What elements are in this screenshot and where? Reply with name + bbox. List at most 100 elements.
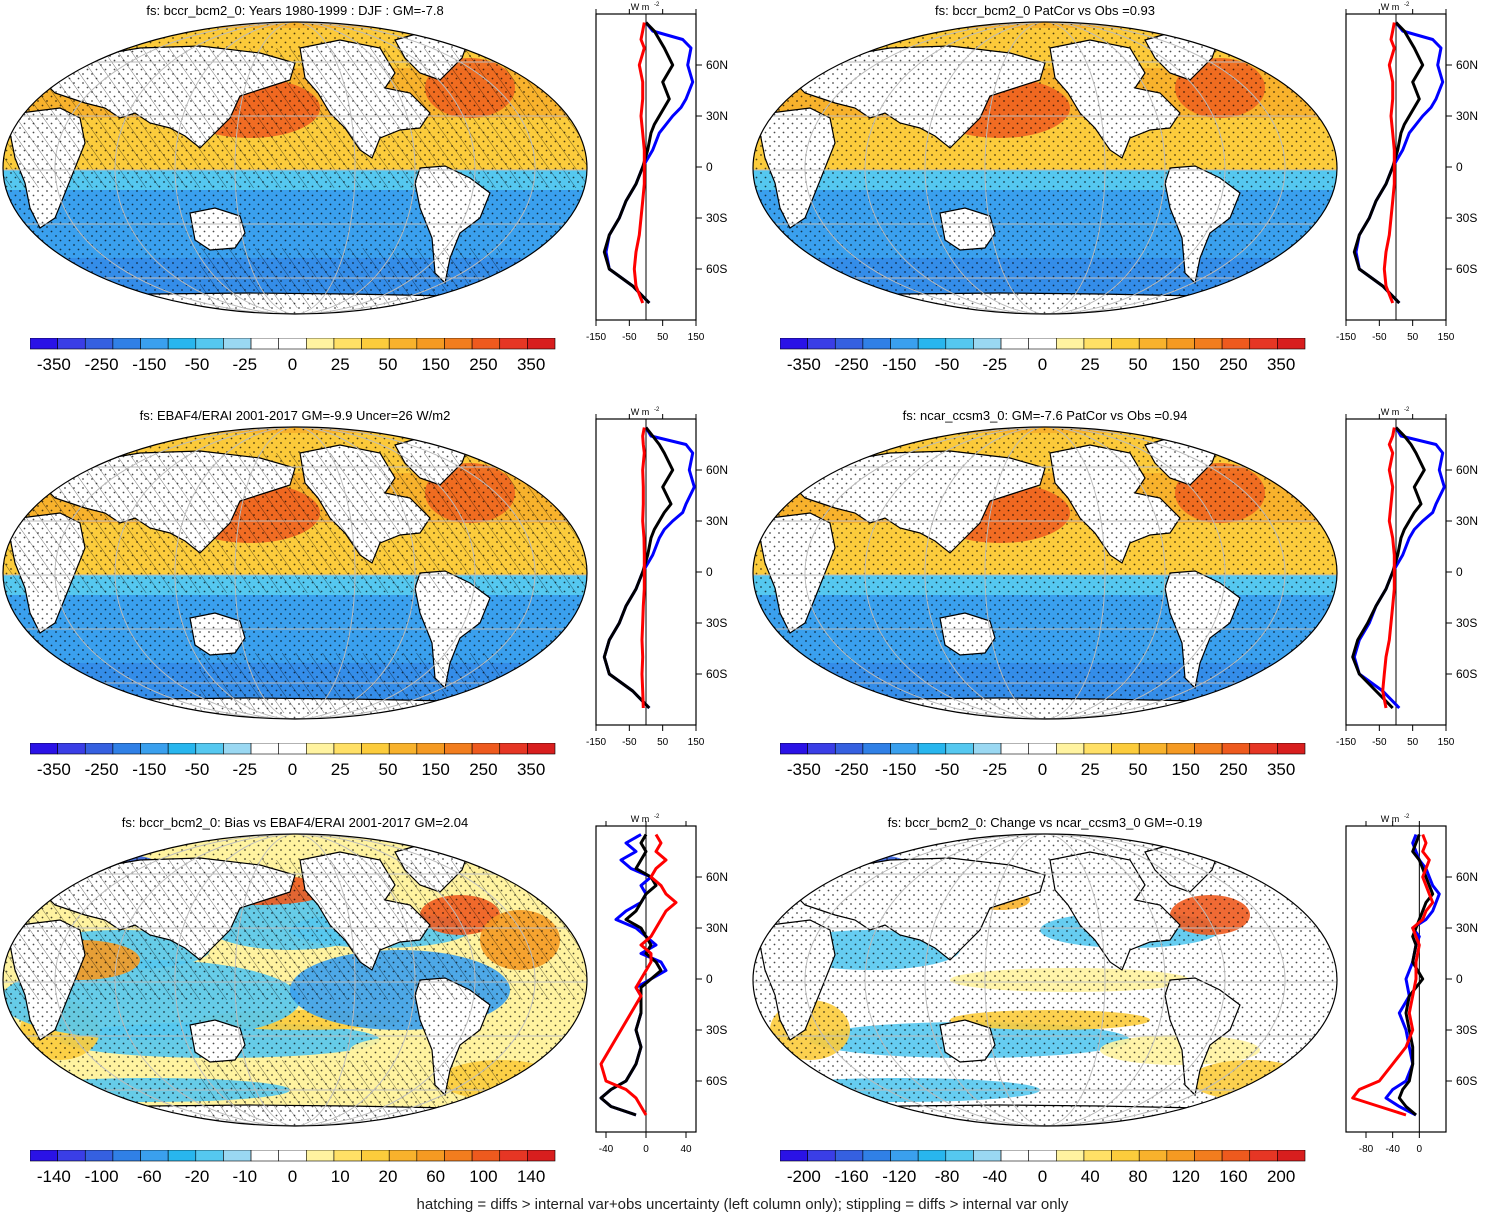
colorbar-box	[780, 338, 808, 350]
colorbar-box	[1194, 1150, 1223, 1162]
colorbar-box	[195, 338, 224, 350]
profile-unit: W m	[1381, 407, 1400, 417]
colorbar-box	[917, 743, 947, 755]
colorbar-tick-label: -200	[787, 1167, 821, 1186]
colorbar-box	[862, 1150, 891, 1162]
profile-series-line	[1351, 426, 1426, 710]
profile-x-tick-label: -150	[586, 737, 606, 748]
profile-series-line	[1352, 426, 1446, 710]
colorbar-tick-label: 20	[378, 1167, 397, 1186]
colorbar-box	[527, 338, 556, 350]
map	[752, 833, 1338, 1127]
colorbar-box	[1138, 338, 1168, 350]
colorbar-tick-label: 350	[517, 760, 545, 779]
colorbar-box	[112, 1150, 141, 1162]
profile-series-line	[604, 21, 695, 305]
colorbar-box	[862, 338, 891, 350]
profile-lat-label: 60S	[706, 262, 727, 276]
colorbar-box	[890, 743, 919, 755]
panel-p4: fs: ncar_ccsm3_0: GM=-7.6 PatCor vs Obs …	[750, 405, 1485, 810]
colorbar-tick-label: 200	[1267, 1167, 1295, 1186]
colorbar-box	[1138, 1150, 1168, 1162]
colorbar-tick-label: 60	[426, 1167, 445, 1186]
colorbar-tick-label: 40	[1081, 1167, 1100, 1186]
profile-series-line	[632, 22, 646, 304]
panel-p1: fs: bccr_bcm2_0: Years 1980-1999 : DJF :…	[0, 0, 742, 405]
colorbar-box	[361, 1150, 390, 1162]
map	[752, 21, 1338, 315]
colorbar-box	[807, 1150, 836, 1162]
colorbar-box	[361, 338, 390, 350]
profile-series-line	[1384, 833, 1441, 1117]
profile-lat-label: 60N	[706, 58, 728, 72]
profile-series-line	[602, 426, 696, 710]
profile-lat-label: 60S	[1456, 1074, 1477, 1088]
colorbar-tick-label: 250	[469, 760, 497, 779]
colorbar-box	[1083, 743, 1112, 755]
colorbar-box	[1111, 1150, 1140, 1162]
zonal-profile: W m -2 60N 30N 0 30S 60S -150 -50 50 150	[1336, 2, 1478, 343]
colorbar-box	[780, 743, 808, 755]
colorbar-boxes	[780, 338, 1306, 350]
colorbar: -350 -250 -150 -50 -25 0 25 50 150 250 350	[780, 338, 1306, 374]
colorbar-box	[834, 1150, 864, 1162]
colorbar-tick-label: -50	[935, 760, 960, 779]
profile-lat-label: 30N	[706, 514, 728, 528]
colorbar-box	[416, 1150, 445, 1162]
colorbar-box	[1056, 338, 1085, 350]
zonal-profile: W m -2 60N 30N 0 30S 60S -40 0 40	[595, 814, 728, 1155]
colorbar-box	[945, 338, 974, 350]
profile-x-tick-label: -50	[622, 332, 637, 343]
profile-series-line	[599, 833, 678, 1116]
colorbar-tick-label: -100	[85, 1167, 119, 1186]
colorbar-box	[834, 338, 864, 350]
colorbar: -350 -250 -150 -50 -25 0 25 50 150 250 350	[30, 743, 556, 779]
profile-unit: W m	[631, 2, 650, 12]
colorbar-tick-label: -350	[37, 760, 71, 779]
colorbar-tick-label: 50	[378, 355, 397, 374]
colorbar-box	[499, 743, 528, 755]
colorbar-tick-label: -20	[185, 1167, 210, 1186]
profile-x-tick-label: 50	[657, 737, 669, 748]
map	[2, 833, 588, 1127]
colorbar-tick-label: -150	[882, 355, 916, 374]
colorbar-box	[195, 1150, 224, 1162]
colorbar-tick-label: 25	[331, 355, 350, 374]
colorbar-box	[1194, 743, 1223, 755]
map	[2, 21, 588, 315]
colorbar-tick-label: -10	[232, 1167, 257, 1186]
colorbar-box	[1000, 338, 1029, 350]
colorbar-tick-label: 50	[378, 760, 397, 779]
zonal-profile: W m -2 60N 30N 0 30S 60S -150 -50 50 150	[1336, 407, 1478, 748]
colorbar-box	[140, 338, 169, 350]
colorbar-tick-label: 150	[1171, 760, 1199, 779]
profile-series-line	[640, 427, 646, 709]
colorbar-tick-label: 350	[517, 355, 545, 374]
colorbar-boxes	[30, 743, 556, 755]
colorbar-box	[278, 1150, 307, 1162]
profile-unit: W m	[1381, 814, 1400, 824]
colorbar-box	[333, 743, 362, 755]
colorbar-box	[917, 1150, 947, 1162]
profile-x-tick-label: 40	[680, 1144, 692, 1155]
colorbar-tick-label: 0	[1038, 355, 1047, 374]
profile-lat-label: 30S	[1456, 616, 1477, 630]
colorbar-box	[167, 743, 197, 755]
colorbar-tick-label: -350	[787, 760, 821, 779]
colorbar-tick-label: -350	[787, 355, 821, 374]
colorbar-boxes	[780, 1150, 1306, 1162]
colorbar-box	[388, 743, 418, 755]
colorbar-box	[471, 743, 501, 755]
colorbar-box	[361, 743, 390, 755]
colorbar-box	[306, 338, 335, 350]
panel-p2: fs: bccr_bcm2_0 PatCor vs Obs =0.93 -350-…	[750, 0, 1485, 405]
colorbar-tick-label: -150	[132, 355, 166, 374]
profile-x-tick-label: -40	[599, 1144, 614, 1155]
colorbar-box	[1028, 338, 1057, 350]
colorbar-tick-label: 50	[1128, 355, 1147, 374]
profile-series-line	[602, 21, 675, 305]
profile-lat-label: 30S	[1456, 211, 1477, 225]
colorbar-tick-label: 0	[288, 760, 297, 779]
profile-x-tick-label: -50	[1372, 332, 1387, 343]
colorbar-box	[112, 338, 141, 350]
